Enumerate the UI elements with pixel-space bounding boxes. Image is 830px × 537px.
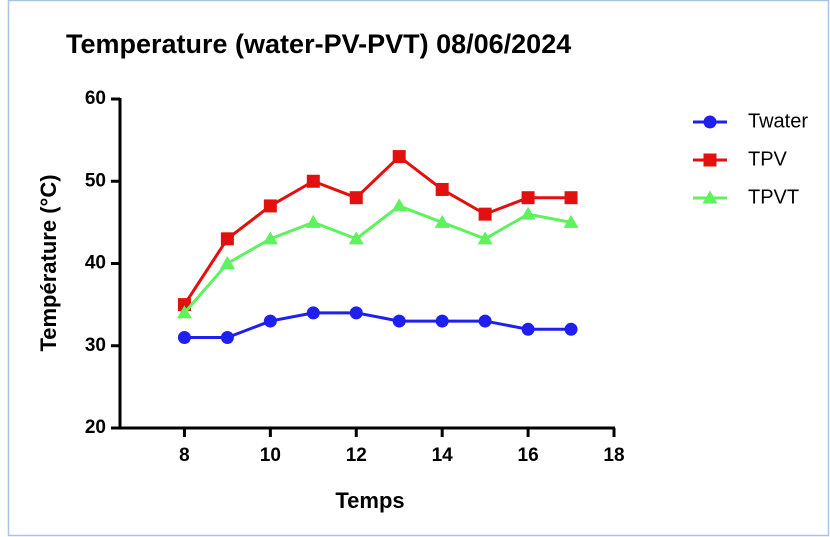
data-point — [520, 206, 536, 220]
x-tick-label: 16 — [518, 445, 539, 466]
y-tick-label: 40 — [85, 253, 106, 274]
data-point — [306, 174, 320, 188]
chart-title: Temperature (water-PV-PVT) 08/06/2024 — [66, 29, 571, 59]
data-point — [177, 331, 191, 345]
data-point — [435, 182, 449, 196]
data-point — [263, 199, 277, 213]
data-point — [220, 232, 234, 246]
series-line — [184, 311, 572, 340]
data-point — [263, 314, 277, 328]
data-point — [478, 314, 492, 328]
data-point — [435, 314, 449, 328]
data-point — [349, 191, 363, 205]
frame — [7, 0, 830, 537]
y-axis-title: Température (°C) — [36, 174, 61, 351]
data-point — [564, 191, 578, 205]
legend-label: TPV — [748, 148, 788, 170]
data-point — [434, 214, 450, 228]
data-point — [521, 191, 535, 205]
legend-label: Twater — [748, 110, 808, 132]
data-point — [392, 314, 406, 328]
x-tick-label: 18 — [603, 445, 624, 466]
y-tick-label: 50 — [85, 170, 106, 191]
data-point — [306, 306, 320, 320]
data-point — [564, 322, 578, 336]
x-axis-title: Temps — [335, 488, 404, 513]
data-point — [392, 150, 406, 164]
data-point — [305, 214, 321, 228]
legend-marker — [703, 115, 717, 129]
data-point — [349, 306, 363, 320]
data-point — [521, 322, 535, 336]
y-tick-label: 20 — [85, 417, 106, 438]
legend-marker — [703, 153, 717, 167]
data-point — [348, 231, 364, 245]
data-point — [220, 331, 234, 345]
data-point — [563, 214, 579, 228]
data-point — [478, 207, 492, 221]
y-tick-label: 30 — [85, 335, 106, 356]
x-tick-label: 10 — [260, 445, 281, 466]
data-point — [391, 198, 407, 212]
series-line — [183, 204, 572, 314]
data-point — [262, 231, 278, 245]
x-tick-label: 12 — [346, 445, 367, 466]
y-tick-label: 60 — [85, 88, 106, 109]
legend-label: TPVT — [748, 186, 799, 208]
data-point — [219, 256, 235, 269]
legend-marker — [702, 190, 718, 204]
series-line — [183, 154, 572, 306]
x-tick-label: 8 — [179, 445, 190, 466]
data-point — [176, 305, 192, 319]
data-point — [477, 231, 493, 245]
x-tick-label: 14 — [432, 445, 454, 466]
